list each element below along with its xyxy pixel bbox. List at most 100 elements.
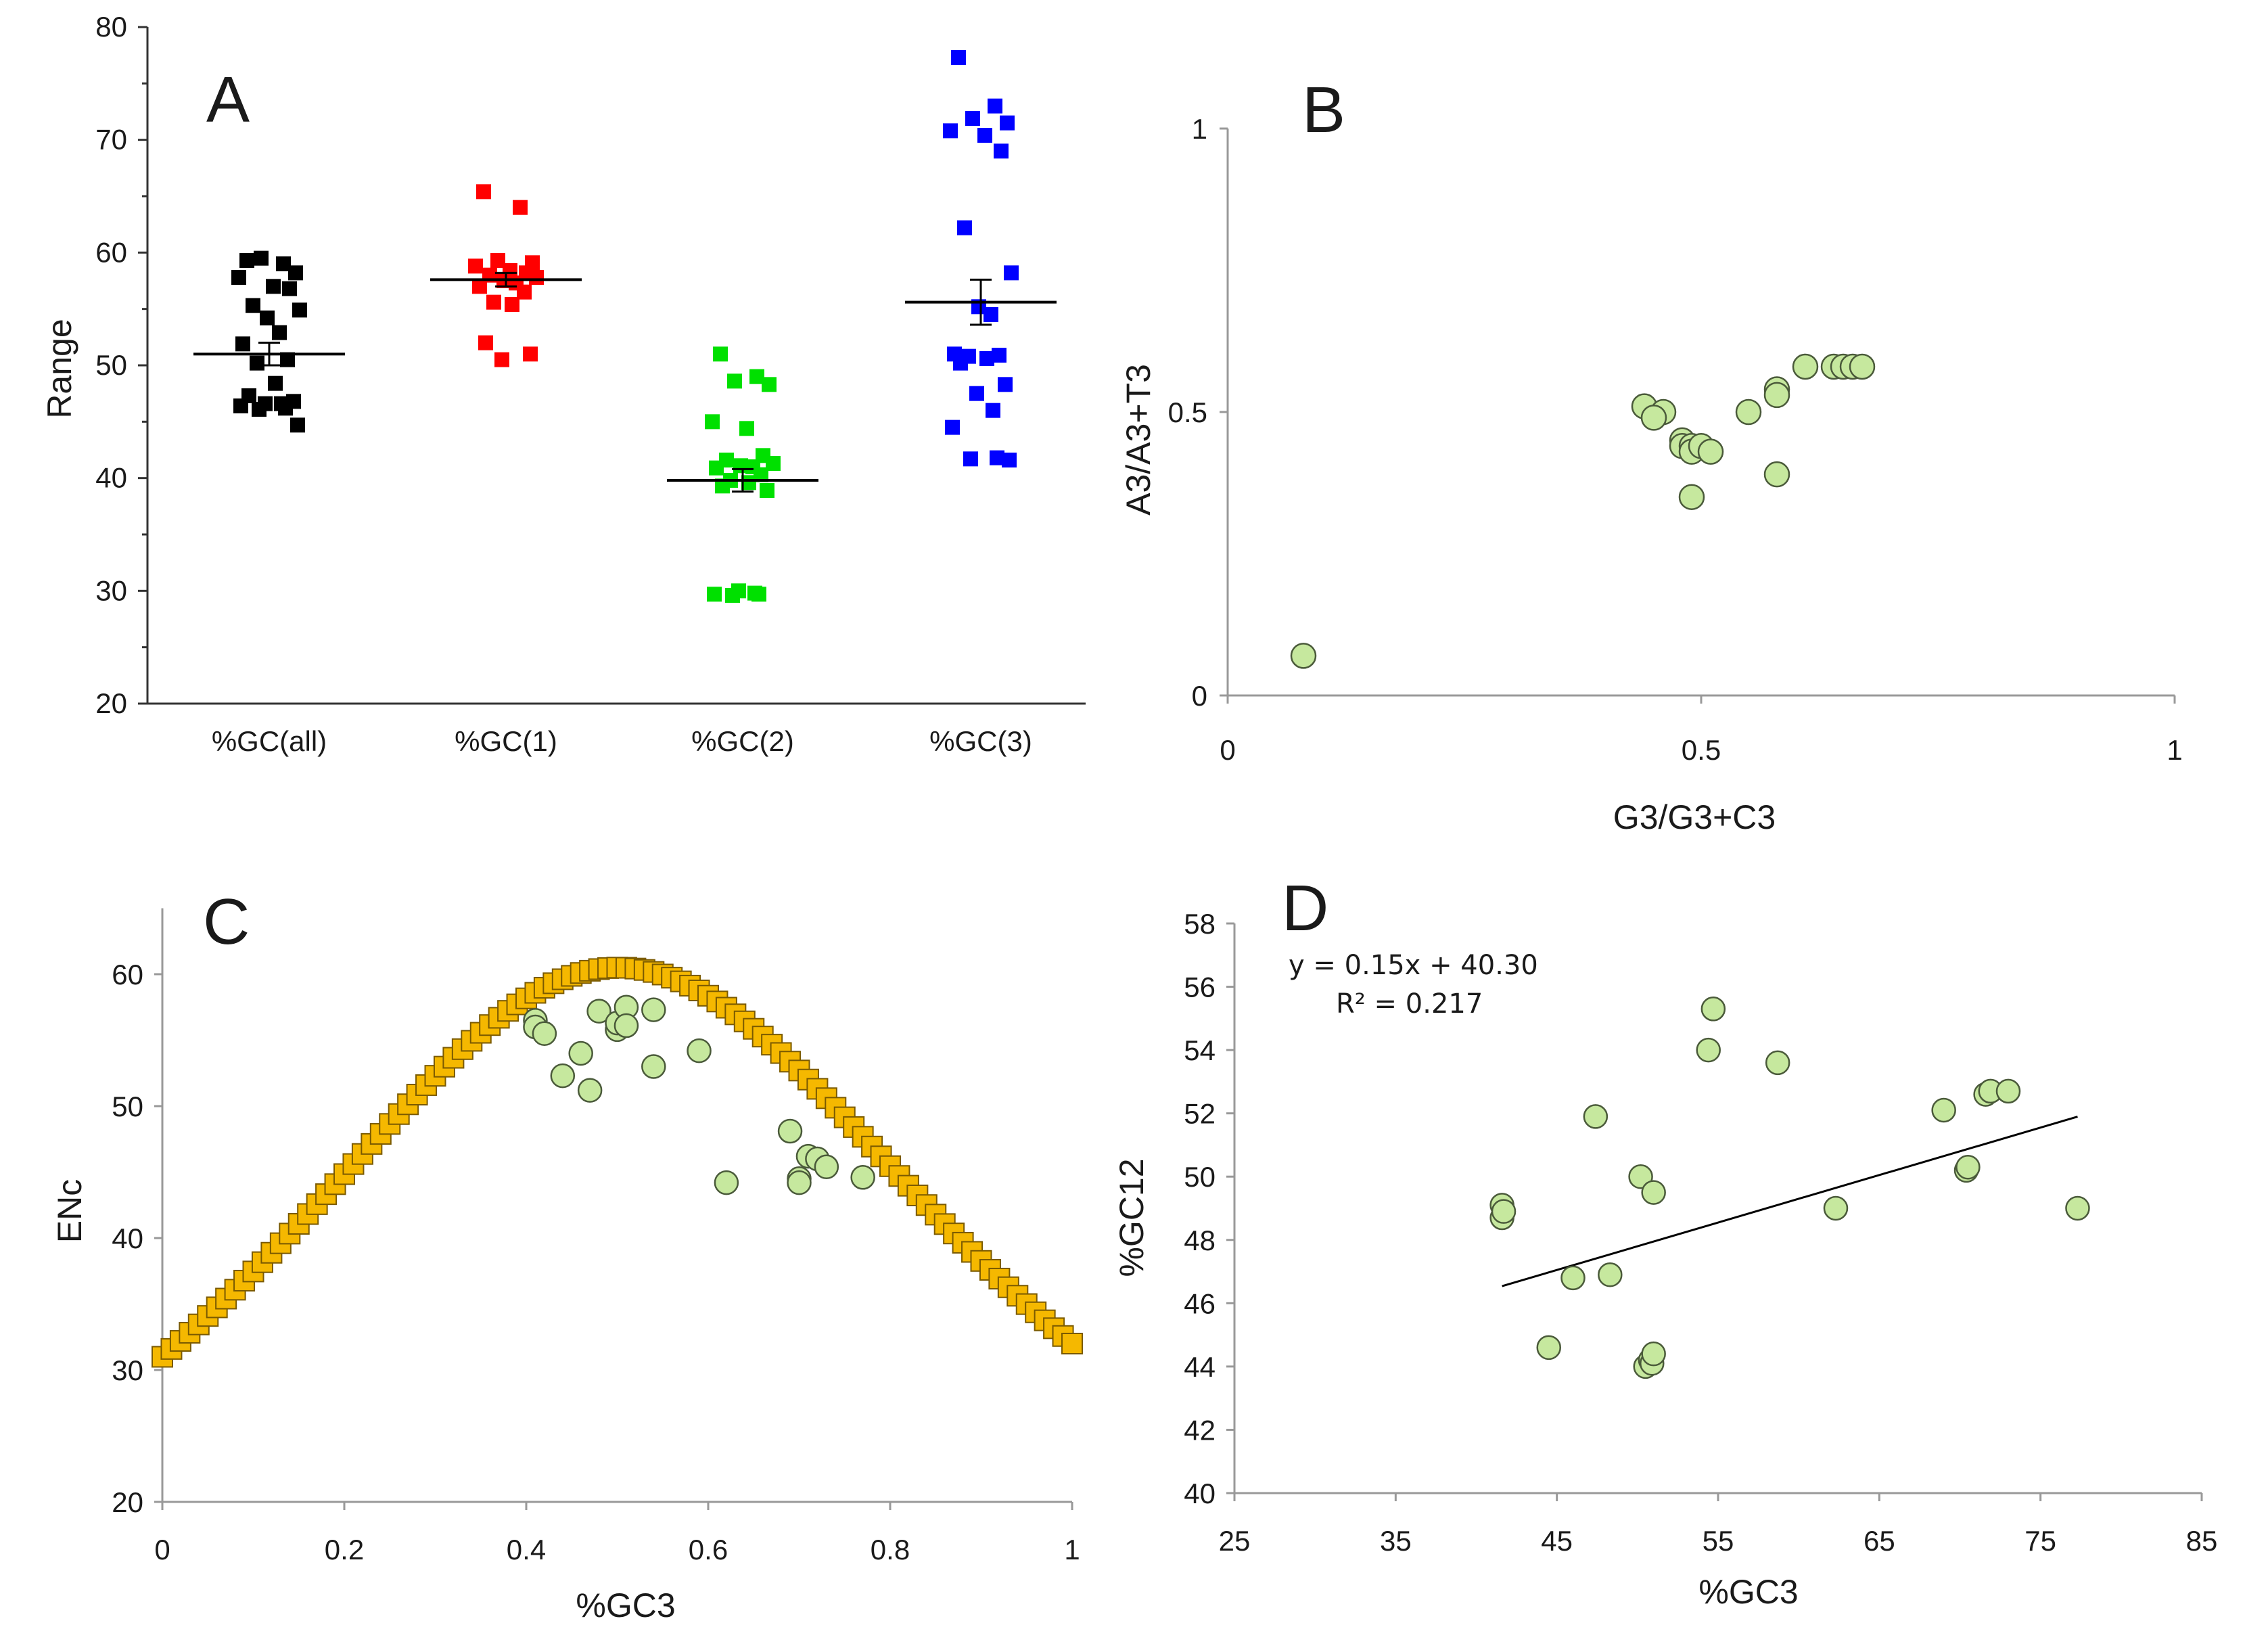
panel-c-x-label: %GC3 [576,1586,675,1624]
panel-a-chart: A Range 20 30 40 50 60 70 80 %GC(all) %GC(1) %GC(… [41,11,1086,757]
panel-a-data-point [709,460,724,476]
panel-a-data-point [513,200,528,215]
panel-c-x-tick-label: 1 [1064,1534,1080,1565]
panel-d-data-point [1560,1265,1586,1291]
panel-d-data-point [1641,1341,1666,1367]
panel-a-data-point [953,355,968,371]
panel-a-data-point [276,256,291,271]
panel-a-data-point [235,336,250,352]
panel-d-data-point [1823,1195,1849,1221]
panel-c-data-point [614,1013,639,1038]
panel-a-data-point [977,128,992,143]
panel-d-data-point [1696,1037,1721,1063]
panel-c-data-point [641,997,666,1022]
panel-d-y-tick-label: 42 [1184,1414,1216,1446]
panel-b-data-point [1763,461,1790,488]
panel-a-data-point [478,335,493,350]
panel-a-data-point [945,419,960,435]
panel-d-y-tick-label: 50 [1184,1161,1216,1193]
panel-a-data-point [715,478,730,494]
panel-c-y-tick-label: 30 [112,1354,143,1386]
panel-a-data-point [231,270,246,285]
panel-c-x-tick-label: 0.8 [871,1534,910,1565]
panel-a-data-point [998,377,1013,392]
panel-a-y-tick-label: 20 [95,687,127,719]
panel-a-data-point [252,402,267,417]
panel-c-chart: C %GC3 ENc 20 30 40 50 60 0 0.2 0.4 0.6 0.8 1 [51,886,1083,1624]
panel-a-data-point [472,279,487,294]
panel-a-y-tick-label: 70 [95,124,127,156]
panel-d-data-point [1583,1104,1609,1129]
panel-d-data-point [1536,1335,1561,1361]
panel-d-x-tick-label: 25 [1219,1525,1251,1557]
panel-d-data-point [1628,1164,1653,1189]
panel-a-data-point [1002,453,1017,467]
panel-c-data-point [777,1118,803,1144]
panel-a-data-point [288,265,303,281]
panel-a-data-point [239,253,254,268]
panel-a-data-point [254,250,269,266]
panel-a-data-point [1000,115,1015,131]
panel-c-x-tick-label: 0.6 [689,1534,728,1565]
expected-enc-curve-marker [1061,1333,1083,1354]
panel-a-data-point [529,270,544,285]
panel-b-y-tick-label: 1 [1192,113,1207,145]
r-squared-label: R² = 0.217 [1336,988,1483,1020]
panel-c-letter: C [203,886,250,958]
panel-d-y-tick-label: 56 [1184,971,1216,1003]
panel-a-data-point [505,297,519,312]
panel-a-data-point [957,220,972,235]
panel-d-data-point [2065,1195,2090,1221]
panel-b-data-point [1697,438,1724,465]
panel-a-y-tick-label: 60 [95,236,127,268]
panel-a-data-point [943,123,958,139]
panel-d-data-point [1931,1097,1956,1123]
panel-c-data-point [787,1170,812,1195]
panel-d-data-point [1491,1199,1517,1224]
panel-a-data-point [713,346,728,362]
panel-a-data-point [994,143,1009,159]
panel-a-y-tick-label: 50 [95,349,127,381]
panel-d-data-point [1765,1050,1790,1076]
panel-b-y-tick-label: 0.5 [1168,396,1207,428]
panel-b-y-label: A3/A3+T3 [1119,364,1157,516]
panel-c-data-point [532,1021,557,1046]
panel-a-data-point [250,355,264,371]
panel-c-data-point [568,1041,593,1066]
panel-c-y-tick-label: 40 [112,1222,143,1254]
panel-a-data-point [468,258,483,274]
panel-b-data-point [1792,353,1819,380]
panel-a-data-point [992,348,1006,363]
panel-a-data-point [725,588,740,603]
panel-a-x-tick-label: %GC(1) [455,725,557,757]
panel-d-y-tick-label: 46 [1184,1287,1216,1319]
panel-b-data-point [1735,398,1762,426]
panel-a-y-tick-label: 80 [95,11,127,43]
panel-d-y-label: %GC12 [1113,1158,1151,1277]
panel-c-data-point [714,1170,739,1195]
panel-c-x-tick-label: 0.2 [325,1534,364,1565]
panel-a-data-point [476,184,491,200]
panel-c-data-point [687,1038,712,1064]
panel-a-x-tick-label: %GC(3) [929,725,1032,757]
panel-d-x-tick-label: 65 [1864,1525,1895,1557]
panel-a-data-point [268,375,283,391]
panel-a-data-point [979,351,994,366]
panel-a-data-point [705,414,720,430]
panel-a-data-point [246,298,260,313]
panel-b-letter: B [1302,74,1345,146]
panel-d-data-point [1598,1262,1623,1287]
panel-d-data-point [1995,1078,2021,1104]
panel-a-data-point [290,417,305,433]
panel-a-data-point [292,302,307,318]
panel-b-x-tick-label: 1 [2167,734,2182,766]
panel-a-data-point [266,279,281,294]
panel-a-data-point [233,398,248,413]
panel-c-data-point [850,1165,875,1190]
panel-a-x-tick-label: %GC(all) [212,725,327,757]
panel-c-data-point [641,1054,666,1079]
panel-b-y-tick-label: 0 [1192,680,1207,712]
panel-d-y-tick-label: 52 [1184,1098,1216,1130]
panel-a-data-point [986,403,1000,418]
